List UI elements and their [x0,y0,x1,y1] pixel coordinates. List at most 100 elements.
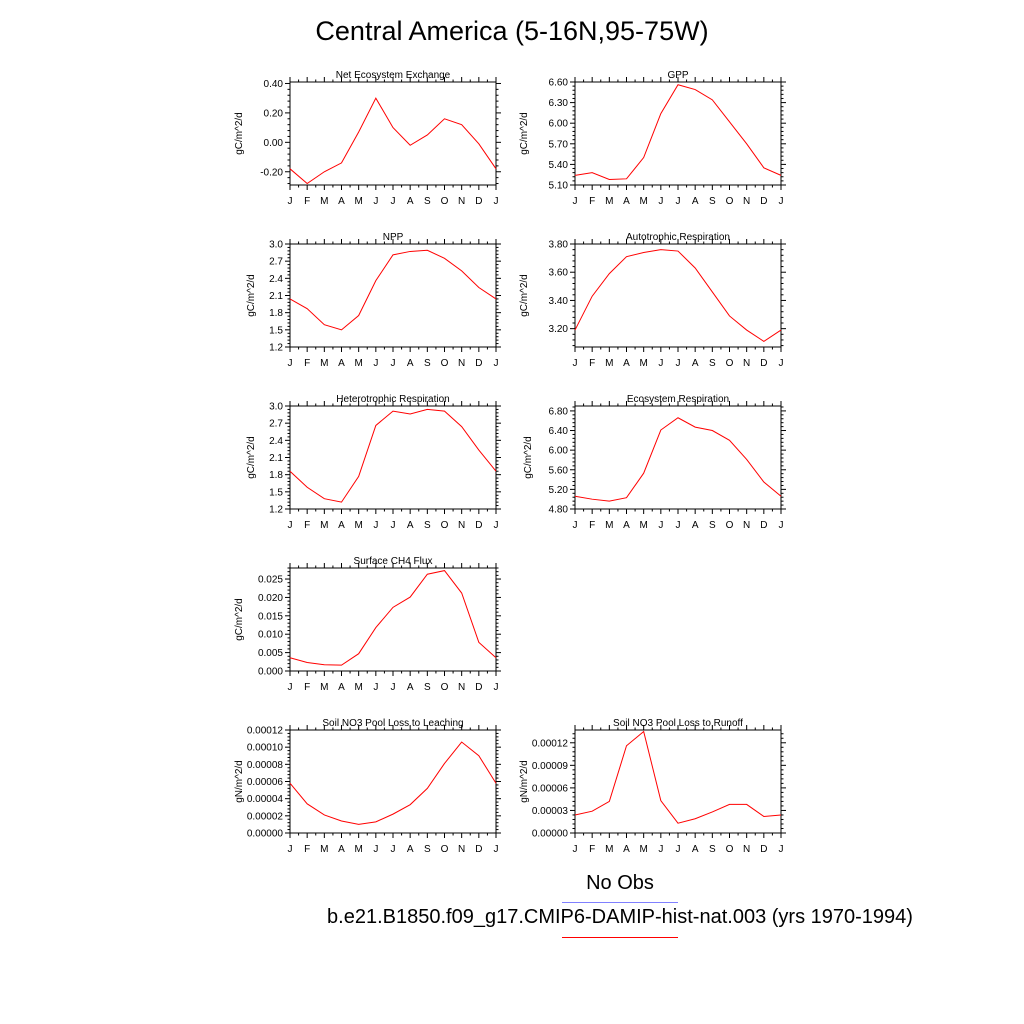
panel-title: Ecosystem Respiration [627,394,729,405]
x-tick-label: M [354,682,362,693]
x-tick-label: A [407,520,414,531]
x-tick-label: M [320,682,328,693]
x-tick-label: A [692,196,699,207]
series-line [289,249,497,331]
x-tick-label: S [424,844,431,855]
x-tick-label: D [475,520,482,531]
x-tick-label: N [458,682,465,693]
y-tick-label: 5.20 [549,485,569,496]
x-tick-label: D [760,844,767,855]
x-tick-label: J [494,196,499,207]
y-tick-label: 0.00002 [247,811,284,822]
x-tick-label: J [573,844,578,855]
x-tick-label: N [458,358,465,369]
legend-model-line [562,937,678,938]
y-tick-label: 6.00 [549,119,569,130]
y-tick-label: 2.7 [269,257,283,268]
x-tick-label: A [338,520,345,531]
series-line [289,97,497,185]
y-axis-label: gC/m^2/d [234,112,245,155]
x-tick-label: J [676,358,681,369]
x-tick-label: O [726,196,734,207]
x-tick-label: F [304,682,310,693]
x-tick-label: J [373,520,378,531]
y-tick-label: 3.20 [549,324,569,335]
y-tick-label: 6.00 [549,446,569,457]
x-tick-label: J [288,520,293,531]
x-tick-label: A [338,682,345,693]
y-tick-label: 3.0 [269,240,283,251]
series-line [289,570,497,666]
y-tick-label: 0.00012 [532,738,569,749]
x-tick-label: J [373,196,378,207]
x-tick-label: F [589,196,595,207]
x-tick-label: F [589,358,595,369]
y-tick-label: 2.1 [269,453,283,464]
x-tick-label: J [494,844,499,855]
x-tick-label: J [288,682,293,693]
x-tick-label: O [726,844,734,855]
x-tick-label: A [692,520,699,531]
y-tick-label: 3.0 [269,402,283,413]
y-tick-label: 1.8 [269,308,283,319]
x-tick-label: J [779,844,784,855]
x-tick-label: J [676,520,681,531]
y-tick-label: 3.80 [549,240,569,251]
x-tick-label: J [573,196,578,207]
y-tick-label: 0.00006 [532,783,569,794]
x-tick-label: J [658,358,663,369]
plot-frame [289,81,497,186]
x-tick-label: A [338,844,345,855]
x-tick-label: O [441,844,449,855]
y-tick-label: 0.015 [258,611,283,622]
y-tick-label: 2.7 [269,419,283,430]
x-tick-label: F [304,358,310,369]
x-tick-label: M [320,844,328,855]
y-axis-label: gC/m^2/d [519,112,530,155]
x-tick-label: N [743,520,750,531]
x-tick-label: J [779,520,784,531]
x-tick-label: S [709,520,716,531]
y-tick-label: -0.20 [260,167,283,178]
y-tick-label: 0.00010 [247,743,284,754]
y-tick-label: 6.40 [549,426,569,437]
y-tick-label: 2.4 [269,274,283,285]
x-tick-label: F [304,196,310,207]
x-tick-label: J [676,196,681,207]
y-axis-label: gC/m^2/d [523,436,534,479]
x-tick-label: J [373,844,378,855]
legend-obs-label: No Obs [586,872,654,894]
x-tick-label: M [639,844,647,855]
y-tick-label: 1.8 [269,470,283,481]
x-tick-label: O [441,520,449,531]
y-tick-label: 0.00000 [532,829,569,840]
y-tick-label: 0.00012 [247,726,284,737]
x-tick-label: A [407,358,414,369]
x-tick-label: N [458,844,465,855]
x-tick-label: S [709,358,716,369]
x-tick-label: F [304,844,310,855]
x-tick-label: J [391,520,396,531]
x-tick-label: A [692,358,699,369]
y-tick-label: 4.80 [549,505,569,516]
x-tick-label: A [623,520,630,531]
y-tick-label: 1.5 [269,487,283,498]
x-tick-label: J [779,196,784,207]
x-tick-label: J [288,358,293,369]
x-tick-label: J [494,520,499,531]
x-tick-label: S [424,520,431,531]
x-tick-label: A [623,196,630,207]
x-tick-label: M [605,196,613,207]
x-tick-label: N [458,520,465,531]
x-tick-label: M [320,358,328,369]
y-tick-label: 0.010 [258,630,283,641]
x-tick-label: J [391,196,396,207]
x-tick-label: A [623,844,630,855]
x-tick-label: J [676,844,681,855]
x-tick-label: M [639,520,647,531]
